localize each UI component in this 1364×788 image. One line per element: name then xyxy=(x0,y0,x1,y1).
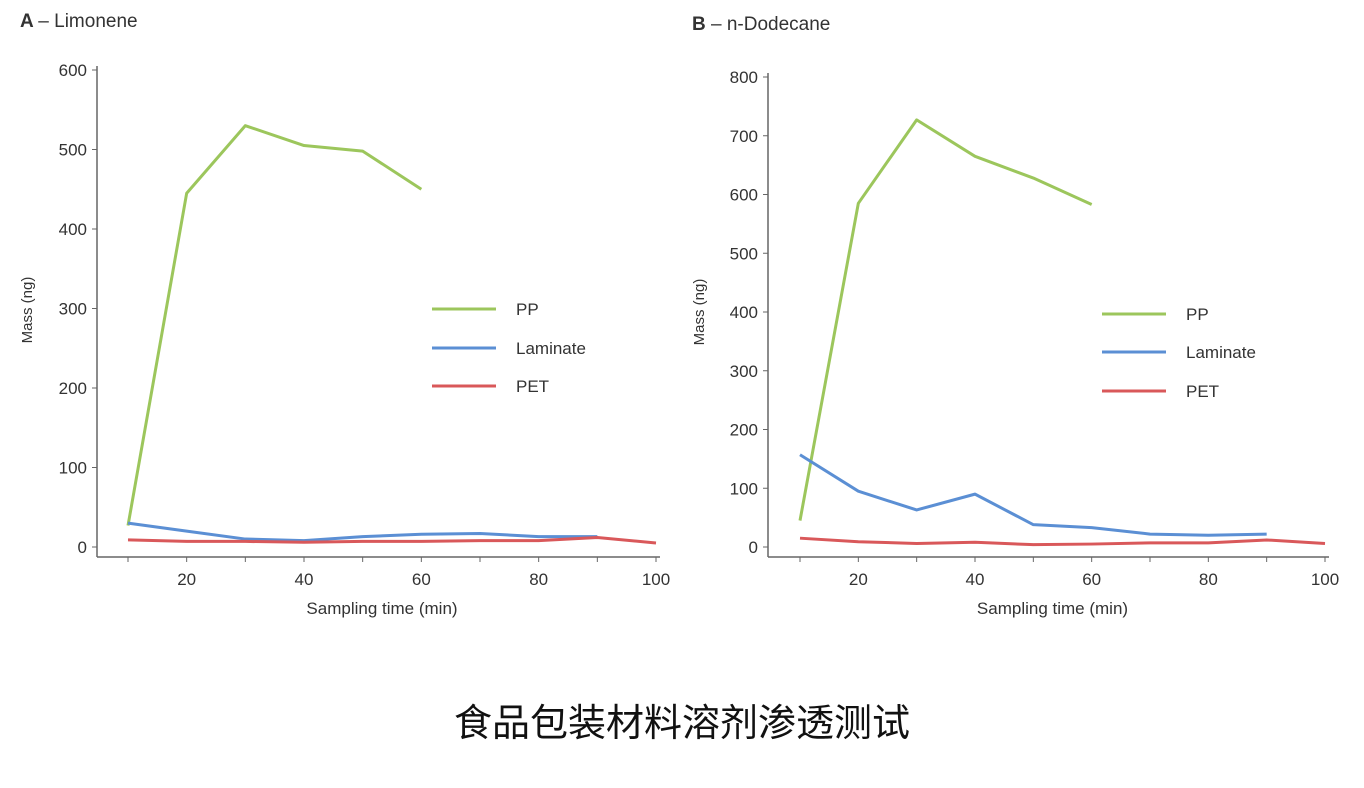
panel-b-y-tick-label: 100 xyxy=(730,479,758,498)
panel-a-legend-label-pp: PP xyxy=(516,300,539,319)
panel-b-y-tick-label: 200 xyxy=(730,421,758,440)
panel-a-y-axis-label: Mass (ng) xyxy=(19,277,36,344)
panel-a-y-tick-label: 100 xyxy=(59,459,87,478)
panel-b-x-tick-label: 100 xyxy=(1311,570,1339,589)
panel-b-y-tick-label: 0 xyxy=(749,538,758,557)
panel-a-x-tick-label: 40 xyxy=(295,570,314,589)
panel-a-y-tick-label: 200 xyxy=(59,379,87,398)
panel-b-x-tick-label: 40 xyxy=(966,570,985,589)
panel-a-x-axis-label: Sampling time (min) xyxy=(306,599,457,618)
panel-a-series-pp xyxy=(126,124,423,526)
panel-a-x-tick-label: 20 xyxy=(177,570,196,589)
panel-a-y-tick-label: 400 xyxy=(59,220,87,239)
panel-b-series-laminate xyxy=(799,453,1267,537)
panel-a-legend-label-laminate: Laminate xyxy=(516,339,586,358)
panel-a-legend-label-pet: PET xyxy=(516,377,549,396)
panel-a-x-tick-label: 80 xyxy=(529,570,548,589)
panel-b-legend-label-laminate: Laminate xyxy=(1186,343,1256,362)
panel-b-y-tick-label: 300 xyxy=(730,362,758,381)
panel-a-x-tick-label: 100 xyxy=(642,570,670,589)
panel-b-x-tick-label: 60 xyxy=(1082,570,1101,589)
panel-a-y-tick-label: 600 xyxy=(59,61,87,80)
panel-a-y-tick-label: 500 xyxy=(59,141,87,160)
panel-b-x-axis-label: Sampling time (min) xyxy=(977,599,1128,618)
panel-b-series-pet xyxy=(799,536,1326,547)
panel-a-y-tick-label: 300 xyxy=(59,300,87,319)
panel-b-title: B – n-Dodecane xyxy=(692,14,830,35)
figure-caption: 食品包装材料溶剂渗透测试 xyxy=(453,701,910,745)
panel-a-y-tick-label: 0 xyxy=(78,538,87,557)
panel-b-y-tick-label: 600 xyxy=(730,186,758,205)
panel-b-y-tick-label: 700 xyxy=(730,127,758,146)
panel-b-x-tick-label: 20 xyxy=(849,570,868,589)
panel-b-y-tick-label: 400 xyxy=(730,303,758,322)
panel-b-y-tick-label: 800 xyxy=(730,68,758,87)
panel-a-title: A – Limonene xyxy=(20,11,138,32)
panel-b-y-axis-label: Mass (ng) xyxy=(691,279,708,346)
panel-b-x-tick-label: 80 xyxy=(1199,570,1218,589)
panel-b-y-tick-label: 500 xyxy=(730,244,758,263)
panel-a-x-tick-label: 60 xyxy=(412,570,431,589)
panel-b-legend-label-pp: PP xyxy=(1186,305,1209,324)
panel-a-series-laminate xyxy=(127,521,598,543)
panel-a-series-pet xyxy=(127,535,657,545)
panel-b-legend-label-pet: PET xyxy=(1186,382,1219,401)
panel-b-series-pp xyxy=(798,118,1093,521)
